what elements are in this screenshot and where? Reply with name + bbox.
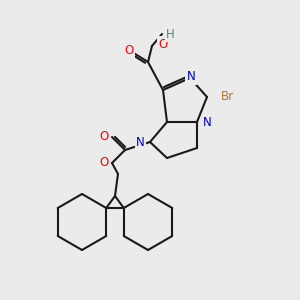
Text: O: O [100, 157, 109, 169]
Text: Br: Br [221, 91, 234, 103]
Text: N: N [203, 116, 212, 128]
Text: O: O [158, 38, 167, 50]
Text: N: N [136, 136, 145, 148]
Text: O: O [124, 44, 134, 56]
Text: O: O [100, 130, 109, 143]
Text: H: H [166, 28, 175, 40]
Text: N: N [187, 70, 195, 83]
